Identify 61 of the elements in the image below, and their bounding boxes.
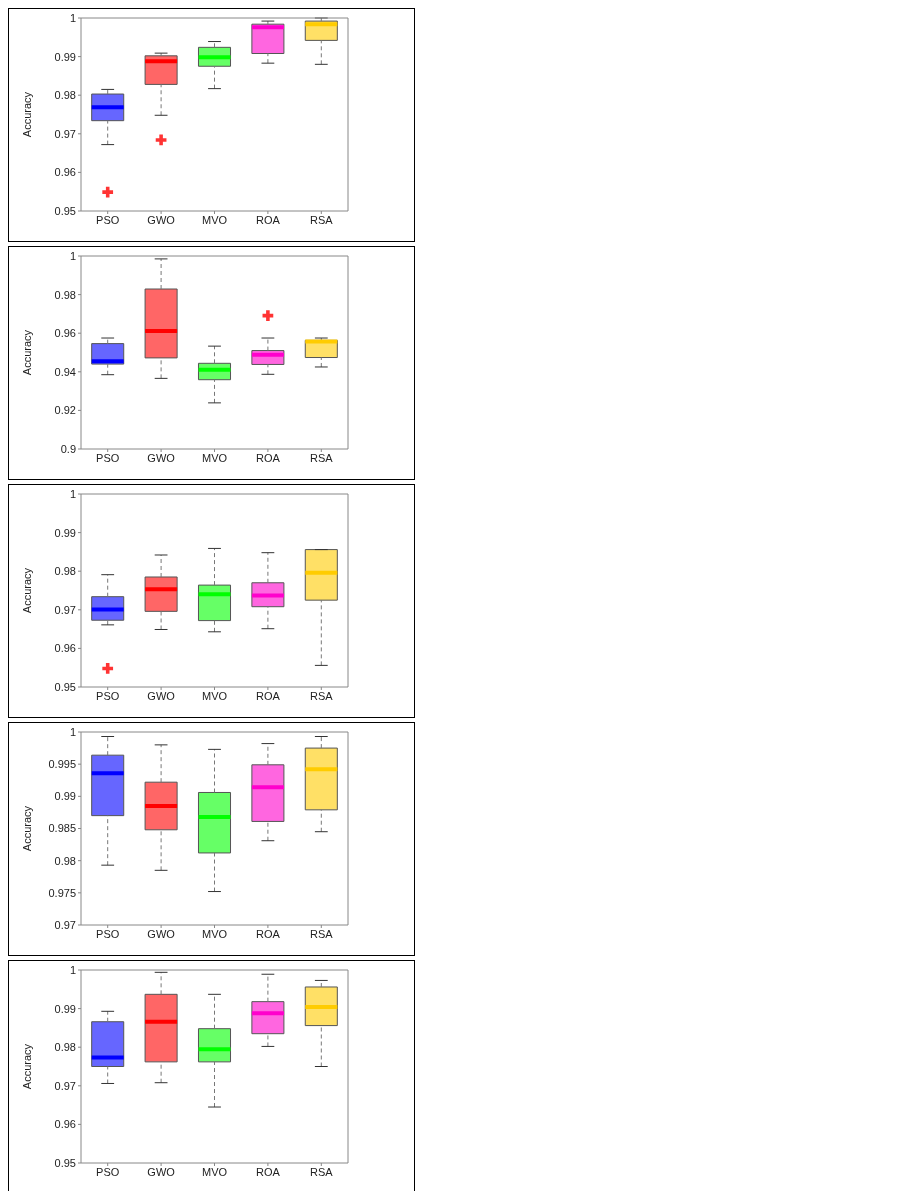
y-axis-title: Accuracy	[20, 1043, 33, 1090]
y-tick-label: 0.95	[54, 680, 76, 693]
x-tick-label: ROA	[255, 689, 281, 702]
x-tick-label: ROA	[255, 451, 281, 464]
y-tick-label: 0.98	[54, 1041, 76, 1054]
y-tick-label: 0.95	[54, 1156, 76, 1169]
x-tick-label: MVO	[201, 689, 228, 702]
x-tick-label: RSA	[309, 927, 334, 940]
x-tick-label: GWO	[147, 213, 176, 226]
y-tick-label: 0.97	[54, 127, 76, 140]
y-tick-label: 1	[69, 487, 76, 500]
x-tick-label: RSA	[309, 213, 334, 226]
y-tick-label: 1	[69, 963, 76, 976]
x-tick-label: RSA	[309, 689, 334, 702]
y-tick-label: 0.95	[54, 204, 76, 217]
y-tick-label: 0.9	[60, 442, 76, 455]
y-tick-label: 0.97	[54, 603, 76, 616]
y-axis-title: Accuracy	[20, 567, 33, 614]
y-tick-label: 0.96	[54, 166, 76, 179]
y-tick-label: 0.985	[48, 822, 76, 835]
x-tick-label: GWO	[147, 689, 176, 702]
x-tick-label: MVO	[201, 451, 228, 464]
y-tick-label: 1	[69, 725, 76, 738]
y-axis-title: Accuracy	[20, 91, 33, 138]
y-tick-label: 0.99	[54, 526, 76, 539]
x-tick-label: GWO	[147, 927, 176, 940]
y-tick-label: 0.96	[54, 327, 76, 340]
y-tick-label: 0.98	[54, 565, 76, 578]
x-tick-label: PSO	[96, 213, 120, 226]
x-tick-label: PSO	[96, 451, 120, 464]
x-tick-label: MVO	[201, 927, 228, 940]
x-tick-label: ROA	[255, 213, 281, 226]
x-tick-label: PSO	[96, 1165, 120, 1178]
y-axis-title: Accuracy	[20, 805, 33, 852]
y-tick-label: 1	[69, 11, 76, 24]
x-tick-label: ROA	[255, 927, 281, 940]
y-tick-label: 0.99	[54, 1002, 76, 1015]
x-tick-label: MVO	[201, 213, 228, 226]
y-tick-label: 0.94	[54, 365, 76, 378]
y-tick-label: 0.99	[54, 50, 76, 63]
x-tick-label: MVO	[201, 1165, 228, 1178]
y-axis-title: Accuracy	[20, 329, 33, 376]
y-tick-label: 0.92	[54, 404, 76, 417]
x-tick-label: PSO	[96, 689, 120, 702]
y-tick-label: 0.98	[54, 854, 76, 867]
x-tick-label: GWO	[147, 451, 176, 464]
y-tick-label: 0.975	[48, 886, 76, 899]
y-tick-label: 1	[69, 249, 76, 262]
x-tick-label: PSO	[96, 927, 120, 940]
x-tick-label: RSA	[309, 451, 334, 464]
y-tick-label: 0.96	[54, 1118, 76, 1131]
y-tick-label: 0.97	[54, 918, 76, 931]
x-tick-label: ROA	[255, 1165, 281, 1178]
y-tick-label: 0.96	[54, 642, 76, 655]
y-tick-label: 0.97	[54, 1079, 76, 1092]
y-tick-label: 0.98	[54, 89, 76, 102]
x-tick-label: RSA	[309, 1165, 334, 1178]
x-tick-label: GWO	[147, 1165, 176, 1178]
y-tick-label: 0.99	[54, 790, 76, 803]
y-tick-label: 0.98	[54, 288, 76, 301]
y-tick-label: 0.995	[48, 758, 76, 771]
